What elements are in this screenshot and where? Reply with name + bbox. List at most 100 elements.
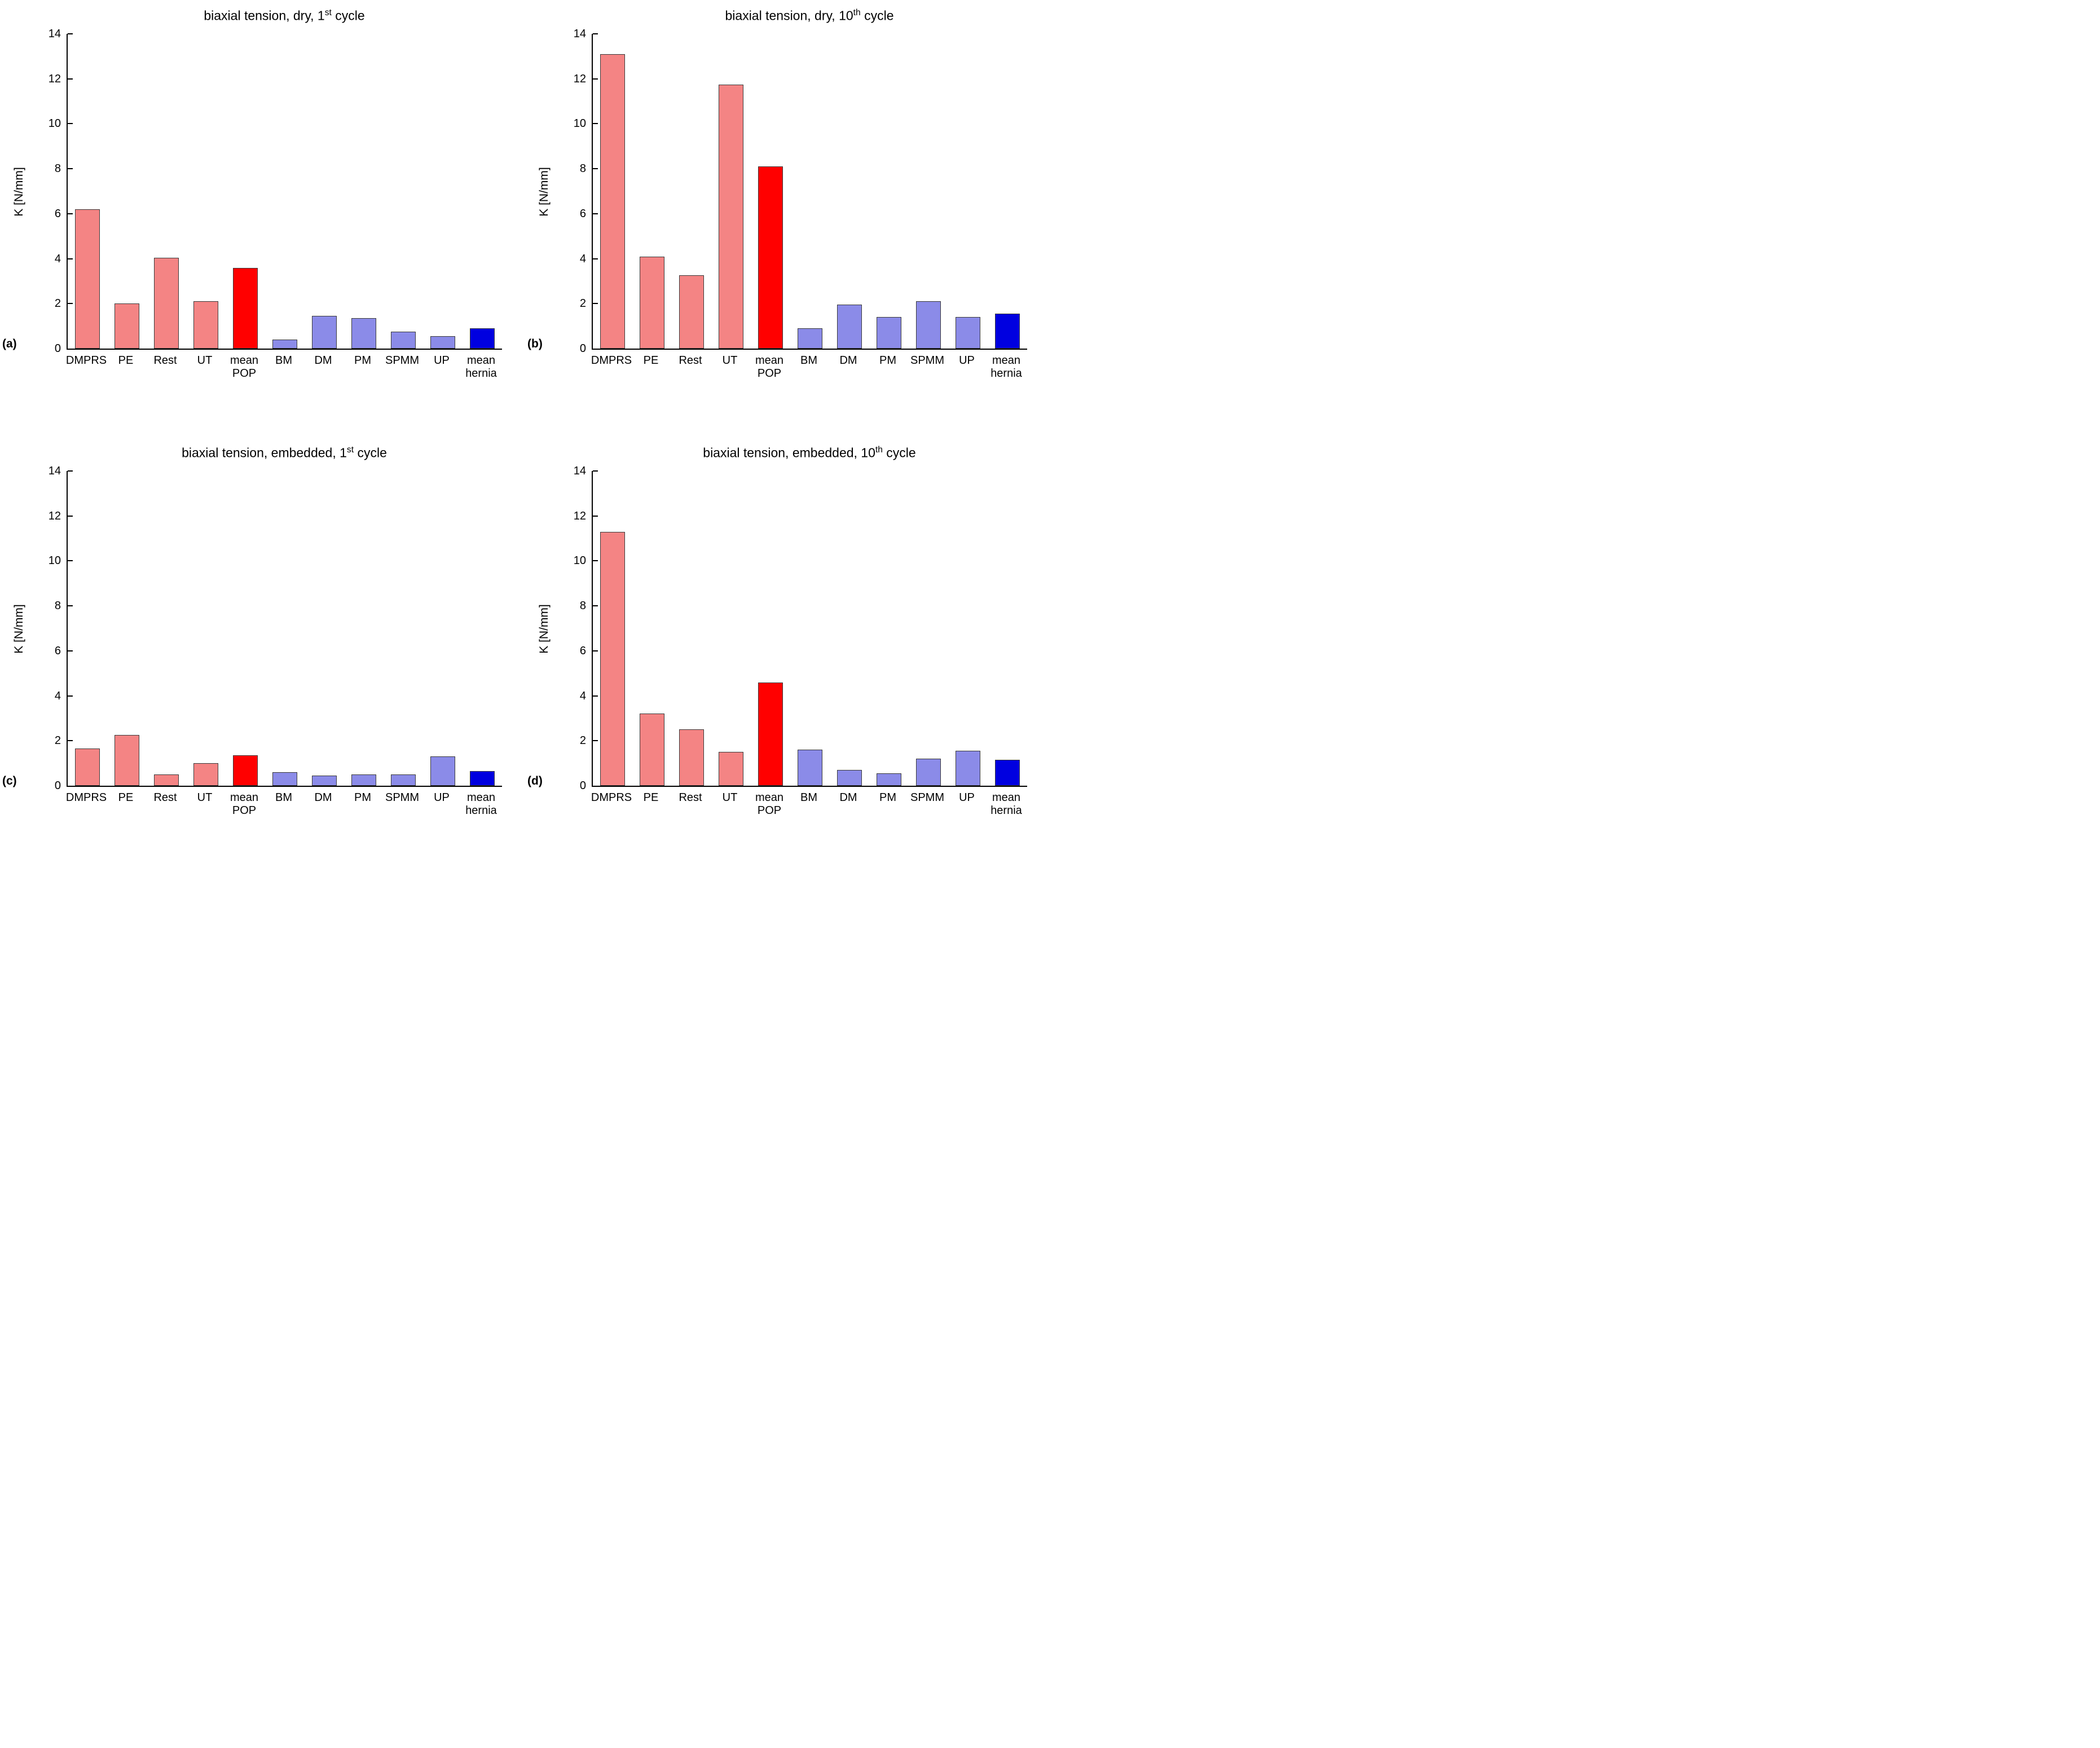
- y-tick-label: 4: [579, 689, 586, 702]
- x-tick-label: SPMM: [910, 354, 944, 367]
- y-tick-label: 12: [573, 509, 586, 522]
- bar-mean-hernia: [995, 314, 1020, 349]
- y-tick-mark: [593, 650, 598, 651]
- y-tick-label: 8: [579, 600, 586, 613]
- y-tick-mark: [593, 213, 598, 214]
- y-tick-label: 0: [54, 342, 61, 355]
- bar-pm: [877, 773, 901, 786]
- chart-panel-a: biaxial tension, dry, 1st cycle K [N/mm]…: [0, 0, 525, 437]
- bar-up: [956, 751, 980, 786]
- bar-spmm: [391, 332, 416, 349]
- y-tick-label: 6: [54, 207, 61, 220]
- y-tick-mark: [593, 470, 598, 472]
- y-tick-mark: [68, 695, 73, 697]
- bar-bm: [272, 340, 297, 349]
- x-tick-label: mean hernia: [990, 354, 1022, 380]
- y-tick-mark: [68, 605, 73, 607]
- x-axis-labels: DMPRS PE Rest UT mean POP BM DM PM SPMM UP mean he…: [591, 791, 1027, 848]
- y-tick-mark: [593, 258, 598, 259]
- y-tick-label: 4: [54, 689, 61, 702]
- bar-spmm: [916, 301, 941, 349]
- y-tick-label: 2: [54, 297, 61, 310]
- y-tick-label: 2: [579, 734, 586, 747]
- y-tick-label: 0: [579, 780, 586, 792]
- y-tick-label: 10: [573, 117, 586, 130]
- x-tick-label: PE: [118, 791, 134, 804]
- y-tick-label: 14: [573, 465, 586, 477]
- y-tick-label: 8: [54, 600, 61, 613]
- bar-ut: [719, 84, 743, 349]
- y-tick-label: 4: [579, 252, 586, 265]
- x-tick-label: DM: [839, 791, 857, 804]
- plot-area: [67, 470, 502, 787]
- bar-bm: [798, 328, 822, 349]
- chart-title: biaxial tension, dry, 10th cycle: [592, 8, 1027, 24]
- bar-rest: [154, 774, 179, 786]
- chart-title: biaxial tension, embedded, 1st cycle: [67, 445, 502, 461]
- bar-pe: [115, 735, 139, 786]
- x-tick-label: mean POP: [755, 354, 784, 380]
- bars-container: [68, 471, 502, 786]
- y-tick-label: 8: [54, 162, 61, 175]
- y-tick-mark: [593, 695, 598, 697]
- y-tick-label: 0: [579, 342, 586, 355]
- y-tick-mark: [593, 560, 598, 562]
- bar-mean-pop: [758, 166, 783, 349]
- bar-spmm: [916, 759, 941, 786]
- bar-ut: [193, 301, 218, 349]
- x-tick-label: Rest: [679, 354, 702, 367]
- y-tick-label: 14: [48, 28, 61, 40]
- x-tick-label: mean hernia: [465, 354, 497, 380]
- chart-title-suffix: cycle: [882, 445, 916, 460]
- y-tick-label: 14: [48, 465, 61, 477]
- x-tick-label: BM: [800, 354, 817, 367]
- x-tick-label: UP: [959, 354, 975, 367]
- x-tick-label: DMPRS: [65, 354, 107, 367]
- bar-bm: [798, 750, 822, 786]
- y-tick-mark: [68, 650, 73, 651]
- bar-dmprs: [600, 531, 625, 786]
- x-tick-label: UP: [434, 354, 450, 367]
- y-tick-label: 12: [573, 72, 586, 85]
- x-tick-label: DMPRS: [591, 354, 632, 367]
- x-tick-label: Rest: [679, 791, 702, 804]
- bar-ut: [193, 763, 218, 786]
- bar-mean-pop: [233, 755, 258, 786]
- y-tick-label: 10: [573, 554, 586, 567]
- panel-letter: (b): [527, 337, 543, 350]
- y-tick-mark: [68, 303, 73, 305]
- x-axis-labels: DMPRS PE Rest UT mean POP BM DM PM SPMM UP mean he…: [66, 354, 502, 411]
- x-tick-label: SPMM: [385, 791, 419, 804]
- chart-title-suffix: cycle: [331, 8, 365, 23]
- chart-title-superscript: th: [853, 8, 861, 17]
- y-axis-tick-labels: 0 2 4 6 8 10 12 14: [558, 28, 586, 355]
- y-tick-label: 2: [54, 734, 61, 747]
- y-axis-tick-labels: 0 2 4 6 8 10 12 14: [33, 28, 61, 355]
- x-tick-label: Rest: [153, 354, 177, 367]
- bar-dm: [312, 316, 337, 349]
- x-tick-label: UT: [197, 354, 213, 367]
- bars-container: [68, 34, 502, 349]
- x-tick-label: mean POP: [230, 354, 259, 380]
- y-tick-mark: [593, 78, 598, 80]
- bar-mean-pop: [233, 267, 258, 349]
- x-tick-label: BM: [275, 791, 292, 804]
- x-tick-label: Rest: [153, 791, 177, 804]
- x-tick-label: UP: [434, 791, 450, 804]
- bar-pe: [640, 256, 664, 349]
- bar-rest: [679, 729, 704, 786]
- y-tick-mark: [68, 470, 73, 472]
- x-tick-label: mean hernia: [990, 791, 1022, 817]
- plot-area: [592, 33, 1027, 350]
- bar-dmprs: [600, 54, 625, 349]
- x-tick-label: SPMM: [910, 791, 944, 804]
- x-tick-label: DM: [314, 354, 332, 367]
- chart-title-text: biaxial tension, embedded, 10: [703, 445, 875, 460]
- y-tick-label: 6: [579, 644, 586, 657]
- bars-container: [593, 471, 1027, 786]
- y-tick-mark: [68, 515, 73, 517]
- plot-area: [67, 33, 502, 350]
- bar-up: [430, 756, 455, 786]
- y-tick-label: 2: [579, 297, 586, 310]
- bar-spmm: [391, 774, 416, 786]
